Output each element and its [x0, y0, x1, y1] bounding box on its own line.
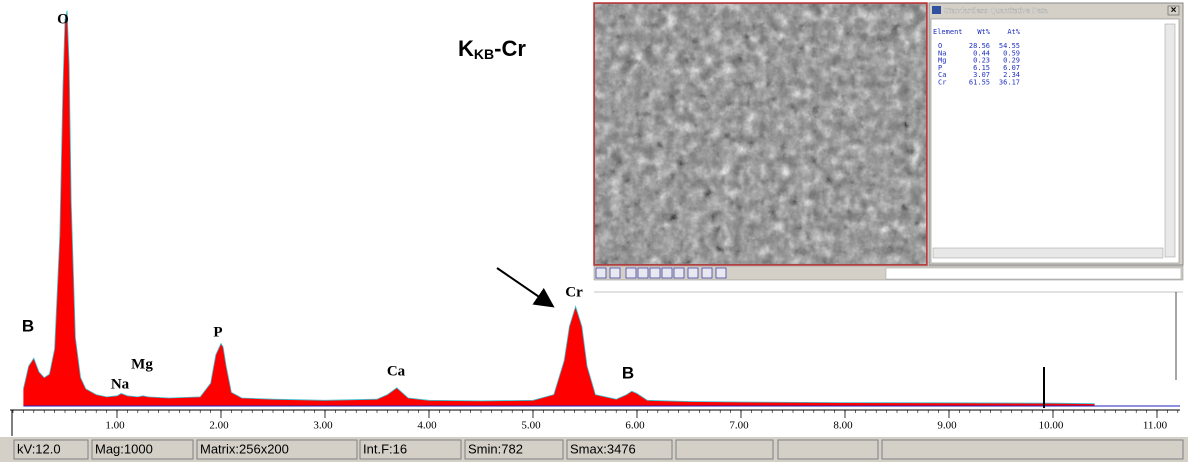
arrow	[497, 268, 548, 303]
close-icon[interactable]: ×	[1171, 5, 1177, 16]
peak-label: Mg	[131, 356, 153, 372]
quant-content	[931, 19, 1179, 263]
peak-label: Cr	[565, 284, 583, 300]
title-rest: -Cr	[494, 36, 526, 61]
x-tick-label: 9.00	[937, 420, 957, 432]
title-main: K	[458, 36, 474, 61]
status-field	[676, 440, 773, 459]
x-tick-label: 3.00	[313, 420, 333, 432]
x-tick-label: 4.00	[417, 420, 437, 432]
quant-title: Standardless Quantitative Data	[944, 6, 1049, 15]
sem-image	[595, 4, 926, 264]
peak-label: Na	[111, 376, 130, 392]
status-text: kV:12.0	[17, 441, 61, 456]
scrollbar[interactable]	[1165, 24, 1175, 257]
peak-label: B	[622, 363, 634, 382]
status-text: Smin:782	[468, 441, 523, 456]
table-header: Wt%	[977, 28, 990, 36]
title-sub: KB	[474, 46, 494, 62]
window-icon	[932, 6, 941, 14]
x-tick-label: 5.00	[521, 420, 541, 432]
table-header: Element	[933, 28, 963, 36]
x-tick-label: 1.00	[105, 420, 125, 432]
x-tick-label: 2.00	[209, 420, 229, 432]
x-tick-label: 6.00	[625, 420, 645, 432]
status-text: Smax:3476	[570, 441, 636, 456]
table-header: At%	[1007, 28, 1020, 36]
table-cell: Cr	[938, 79, 946, 87]
status-field	[778, 440, 878, 459]
x-tick-label: 11.00	[1143, 420, 1168, 432]
spectrum-title: KKB-Cr	[458, 36, 526, 62]
toolbar-field	[886, 268, 1181, 279]
status-text: Matrix:256x200	[200, 441, 289, 456]
status-text: Int.F:16	[363, 441, 407, 456]
status-field	[882, 440, 1183, 459]
status-text: Mag:1000	[95, 441, 153, 456]
table-cell: 36.17	[999, 79, 1020, 87]
peak-label: B	[22, 316, 34, 335]
x-tick-label: 8.00	[833, 420, 853, 432]
peak-label: O	[57, 11, 69, 27]
h-scrollbar[interactable]	[933, 248, 1163, 258]
peak-label: Ca	[387, 363, 406, 379]
x-tick-label: 10.00	[1039, 420, 1064, 432]
status-fields: kV:12.0 Mag:1000 Matrix:256x200 Int.F:16 Smi…	[14, 440, 1183, 459]
table-cell: 61.55	[969, 79, 990, 87]
eds-screen: Standardless Quantitative Data × Element…	[0, 0, 1188, 462]
x-tick-label: 7.00	[729, 420, 749, 432]
peak-label: P	[213, 324, 222, 340]
